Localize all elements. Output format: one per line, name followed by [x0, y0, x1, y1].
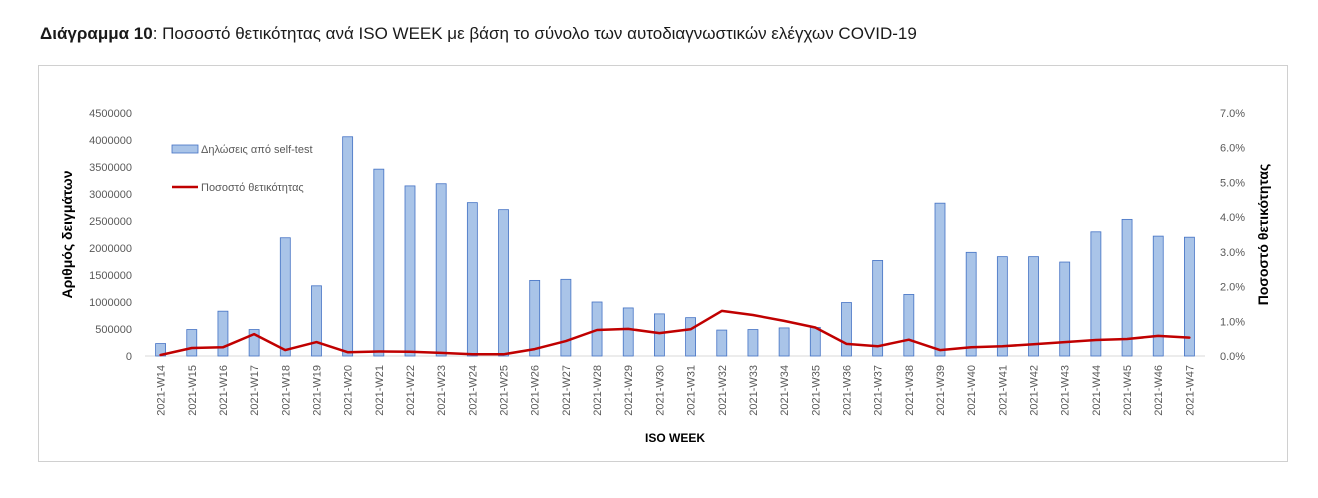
caption-prefix: Διάγραμμα 10 [40, 24, 153, 43]
bar [248, 329, 260, 357]
x-tick-label: 2021-W47 [1184, 365, 1196, 416]
legend-swatch-bars [171, 144, 199, 154]
bar [996, 256, 1008, 357]
x-tick-label: 2021-W28 [592, 365, 604, 416]
y2-axis-title: Ποσοστό θετικότητας [1255, 164, 1271, 305]
bar [872, 260, 884, 357]
bar [1090, 231, 1102, 357]
y2-tick-label: 3.0% [1220, 247, 1245, 259]
x-tick-label: 2021-W36 [841, 365, 853, 416]
x-tick-label: 2021-W46 [1153, 365, 1165, 416]
y-tick-label: 1000000 [89, 297, 132, 309]
bar [186, 329, 198, 357]
y-tick-label: 3000000 [89, 189, 132, 201]
x-tick-label: 2021-W45 [1122, 365, 1134, 416]
chart-caption: Διάγραμμα 10: Ποσοστό θετικότητας ανά IS… [40, 24, 917, 44]
bar [654, 313, 665, 357]
x-tick-label: 2021-W27 [561, 365, 573, 416]
bar [903, 294, 915, 357]
bar [1184, 236, 1195, 357]
bar [311, 285, 322, 357]
x-tick-label: 2021-W42 [1029, 365, 1041, 416]
x-tick-label: 2021-W29 [623, 365, 635, 416]
x-tick-label: 2021-W15 [187, 365, 199, 416]
bar [1152, 235, 1164, 357]
x-tick-label: 2021-W34 [779, 365, 791, 416]
bar [934, 202, 946, 357]
x-tick-label: 2021-W18 [280, 365, 292, 416]
x-tick-label: 2021-W38 [904, 365, 916, 416]
x-tick-label: 2021-W24 [467, 365, 479, 416]
y2-tick-label: 4.0% [1220, 212, 1245, 224]
y-tick-label: 0 [126, 351, 132, 363]
y-tick-label: 4000000 [89, 135, 132, 147]
x-tick-label: 2021-W41 [997, 365, 1009, 416]
x-tick-label: 2021-W40 [966, 365, 978, 416]
x-tick-label: 2021-W21 [374, 365, 386, 416]
caption-text: : Ποσοστό θετικότητας ανά ISO WEEK με βά… [152, 24, 917, 43]
x-tick-label: 2021-W44 [1091, 365, 1103, 416]
x-tick-label: 2021-W19 [311, 365, 323, 416]
bar [809, 326, 821, 357]
x-tick-label: 2021-W30 [654, 365, 666, 416]
y2-tick-label: 2.0% [1220, 282, 1245, 294]
y-tick-label: 3500000 [89, 162, 132, 174]
y-axis-title: Αριθμός δειγμάτων [59, 170, 75, 298]
x-tick-label: 2021-W14 [156, 365, 168, 416]
y-tick-label: 1500000 [89, 270, 132, 282]
bar [778, 327, 790, 357]
bar [435, 183, 447, 357]
y2-tick-label: 7.0% [1220, 108, 1245, 120]
bar [841, 302, 852, 357]
x-tick-label: 2021-W32 [717, 365, 729, 416]
x-tick-label: 2021-W35 [810, 365, 822, 416]
bar [560, 278, 572, 357]
bar [965, 251, 977, 357]
bar [1059, 261, 1071, 357]
x-tick-label: 2021-W16 [218, 365, 230, 416]
x-tick-label: 2021-W20 [343, 365, 355, 416]
y2-tick-label: 0.0% [1220, 351, 1245, 363]
bar [279, 237, 291, 357]
chart-frame [38, 65, 1288, 462]
y-tick-label: 2000000 [89, 243, 132, 255]
x-tick-label: 2021-W33 [748, 365, 760, 416]
bar [529, 279, 541, 357]
bar [466, 202, 478, 357]
bar [716, 329, 728, 357]
y-tick-label: 2500000 [89, 216, 132, 228]
positivity-line [159, 309, 1191, 357]
legend-label-line: Ποσοστό θετικότητας [201, 182, 304, 194]
bar [217, 310, 229, 357]
bar [1121, 218, 1133, 357]
legend-label-bars: Δηλώσεις από self-test [201, 144, 313, 156]
bar [1028, 256, 1039, 357]
y2-tick-label: 6.0% [1220, 143, 1245, 155]
bar [404, 185, 416, 357]
y-tick-label: 4500000 [89, 108, 132, 120]
bar [685, 317, 696, 357]
y-tick-label: 500000 [95, 324, 132, 336]
x-axis-title: ISO WEEK [645, 431, 705, 445]
x-tick-label: 2021-W31 [686, 365, 698, 416]
x-tick-label: 2021-W43 [1060, 365, 1072, 416]
x-tick-label: 2021-W22 [405, 365, 417, 416]
y2-tick-label: 1.0% [1220, 316, 1245, 328]
bar [342, 136, 354, 357]
bar [373, 168, 385, 357]
y2-tick-label: 5.0% [1220, 177, 1245, 189]
x-tick-label: 2021-W25 [499, 365, 511, 416]
bar [498, 209, 509, 357]
x-tick-label: 2021-W23 [436, 365, 448, 416]
bar [622, 307, 634, 357]
x-tick-label: 2021-W17 [249, 365, 261, 416]
bar [747, 329, 759, 357]
x-tick-label: 2021-W39 [935, 365, 947, 416]
x-tick-label: 2021-W26 [530, 365, 542, 416]
x-tick-label: 2021-W37 [873, 365, 885, 416]
